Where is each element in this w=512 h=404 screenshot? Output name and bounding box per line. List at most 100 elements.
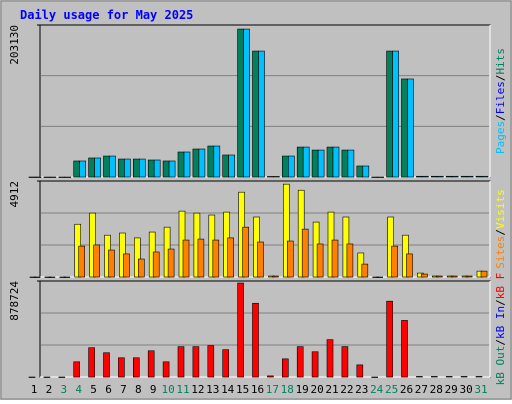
bar (242, 226, 249, 278)
bar (227, 237, 234, 278)
bar (401, 320, 408, 378)
x-tick-label: 3 (60, 383, 67, 396)
bar (377, 176, 385, 178)
bar (391, 245, 398, 278)
bar (103, 352, 110, 378)
legend-entry: Files (494, 81, 507, 114)
bar (43, 376, 51, 378)
bar (376, 276, 384, 278)
bar (138, 258, 145, 278)
bar (108, 249, 115, 278)
bar (33, 276, 41, 278)
bar (28, 176, 36, 178)
bar (93, 244, 100, 278)
x-tick-label: 23 (355, 383, 368, 396)
x-tick-label: 18 (281, 383, 294, 396)
bar (177, 346, 185, 378)
x-tick-label: 13 (206, 383, 219, 396)
x-tick-label: 7 (120, 383, 127, 396)
x-tick-label: 29 (445, 383, 458, 396)
x-tick-label: 17 (266, 383, 279, 396)
bar (109, 155, 116, 178)
bar (480, 270, 488, 278)
bar (286, 240, 294, 278)
bar (153, 159, 161, 178)
x-tick-label: 27 (415, 383, 428, 396)
legend-separator: / (494, 114, 507, 121)
bar (177, 151, 185, 178)
bar (197, 238, 205, 278)
x-tick-label: 24 (370, 383, 384, 396)
bar (88, 347, 95, 378)
bar (34, 176, 42, 178)
bar (94, 157, 101, 178)
legend-separator: / (494, 75, 507, 82)
legend-entry: Hits (494, 48, 507, 75)
x-tick-label: 22 (340, 383, 353, 396)
bar (416, 376, 423, 378)
bar (183, 151, 191, 178)
bar (58, 376, 66, 378)
y-tick-label: 4912 (8, 181, 21, 208)
x-tick-label: 10 (161, 383, 174, 396)
bar (317, 149, 325, 178)
bar (134, 237, 141, 278)
bar (73, 361, 80, 378)
x-tick-label: 19 (296, 383, 309, 396)
bar (182, 239, 190, 278)
bar (147, 350, 155, 378)
bar (257, 241, 264, 278)
bar (152, 251, 160, 278)
x-tick-label: 5 (90, 383, 97, 396)
bar (332, 146, 340, 178)
bar (167, 248, 175, 278)
bar (192, 148, 200, 178)
x-tick-label: 16 (251, 383, 264, 396)
bar (103, 155, 110, 178)
x-tick-label: 21 (325, 383, 338, 396)
panel (39, 24, 491, 178)
bar (362, 165, 370, 178)
bar (311, 351, 319, 378)
legend-entry: kB Out (494, 346, 507, 386)
bar (287, 155, 295, 178)
bar (258, 50, 265, 178)
bar (49, 176, 57, 178)
legend-entry: Sites (494, 236, 507, 269)
legend-separator: / (494, 339, 507, 346)
bar (430, 376, 438, 378)
bar (64, 176, 72, 178)
bar (237, 28, 244, 178)
bar (243, 28, 250, 178)
x-tick-label: 12 (191, 383, 204, 396)
x-tick-label: 1 (31, 383, 38, 396)
bar (406, 253, 413, 278)
bar (451, 175, 459, 178)
bar (386, 300, 393, 378)
x-tick-label: 9 (150, 383, 157, 396)
x-tick-label: 14 (221, 383, 235, 396)
bar (207, 345, 215, 378)
bar (460, 175, 468, 178)
bar (475, 175, 483, 178)
bar (198, 148, 206, 178)
bar (466, 175, 474, 178)
bar (347, 149, 355, 178)
legend: Pages/Files/Hits (494, 48, 507, 154)
x-tick-label: 8 (135, 383, 142, 396)
bar (118, 357, 125, 378)
bar (445, 376, 453, 378)
bar (63, 276, 71, 278)
bar (356, 364, 364, 378)
legend: Sites/Visits (494, 189, 507, 269)
bar (331, 239, 339, 278)
bar (450, 275, 458, 278)
bar (341, 149, 349, 178)
bar (192, 346, 200, 378)
bar (147, 159, 155, 178)
bar (123, 253, 130, 278)
bar (371, 376, 379, 378)
bar (435, 275, 443, 278)
